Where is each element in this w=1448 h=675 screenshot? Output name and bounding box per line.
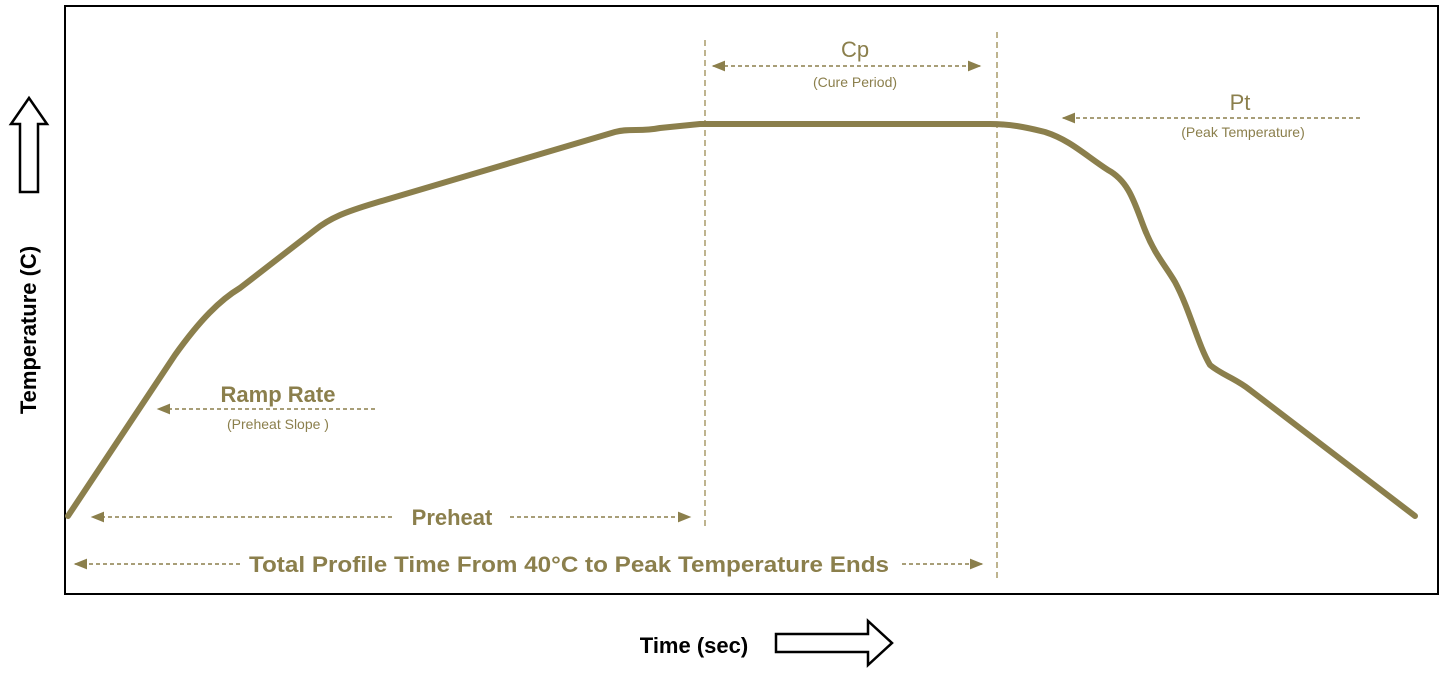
right-arrow-icon: [774, 618, 894, 668]
cp-sublabel: (Cure Period): [813, 74, 897, 90]
ramp-rate-sublabel: (Preheat Slope ): [227, 416, 329, 432]
preheat-label: Preheat: [412, 505, 493, 530]
temperature-profile-curve: [65, 121, 1418, 519]
total-time-label: Total Profile Time From 40°C to Peak Tem…: [249, 552, 889, 577]
cp-label: Cp: [841, 37, 869, 62]
y-axis-title: Temperature (C): [16, 246, 41, 414]
ramp-rate-label: Ramp Rate: [221, 382, 336, 407]
pt-label: Pt: [1230, 90, 1251, 115]
plot-frame: [64, 5, 1439, 595]
x-axis-title: Time (sec): [640, 633, 748, 658]
up-arrow-icon: [8, 95, 50, 194]
pt-sublabel: (Peak Temperature): [1181, 124, 1304, 140]
